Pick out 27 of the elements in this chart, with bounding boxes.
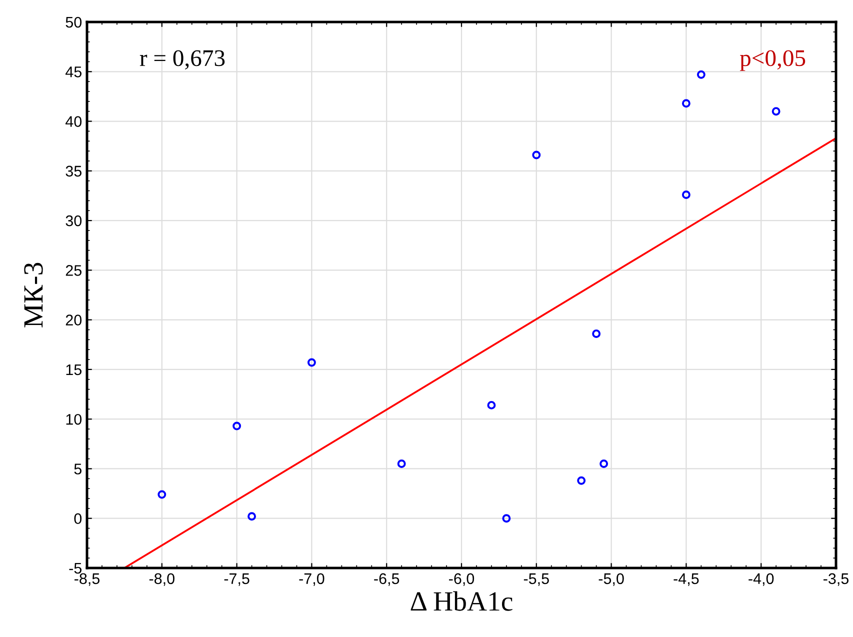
y-tick-label: -5 (69, 563, 82, 574)
y-tick-label: 30 (66, 215, 82, 226)
y-tick-label: 10 (66, 414, 82, 425)
x-tick-label: -6,0 (449, 573, 474, 586)
y-tick-label: 35 (66, 166, 82, 177)
x-tick-label: -6,5 (374, 573, 400, 586)
y-tick-label: 20 (66, 314, 82, 326)
x-tick-label: -4,5 (674, 573, 699, 586)
x-tick-label: -3,5 (824, 573, 849, 586)
y-axis-title: МК-3 (24, 262, 43, 328)
y-tick-label: 15 (66, 364, 82, 376)
x-tick-label: -4,0 (748, 573, 774, 586)
y-tick-label: 25 (66, 265, 82, 276)
annotation: r = 0,673 (140, 50, 225, 70)
x-tick-label: -8,5 (74, 573, 100, 586)
y-tick-label: 50 (66, 16, 82, 28)
x-tick-label: -5,0 (598, 573, 624, 586)
annotation: p<0,05 (740, 50, 806, 71)
x-tick-label: -7,5 (224, 573, 250, 586)
x-tick-label: -7,0 (299, 573, 324, 586)
y-tick-label: 40 (66, 116, 82, 127)
x-axis-title: Δ HbA1c (410, 591, 512, 611)
x-tick-label: -8,0 (149, 573, 174, 586)
y-tick-label: 0 (74, 513, 82, 524)
y-tick-label: 45 (66, 66, 82, 78)
x-tick-label: -5,5 (524, 573, 549, 586)
y-tick-label: 5 (74, 464, 82, 474)
